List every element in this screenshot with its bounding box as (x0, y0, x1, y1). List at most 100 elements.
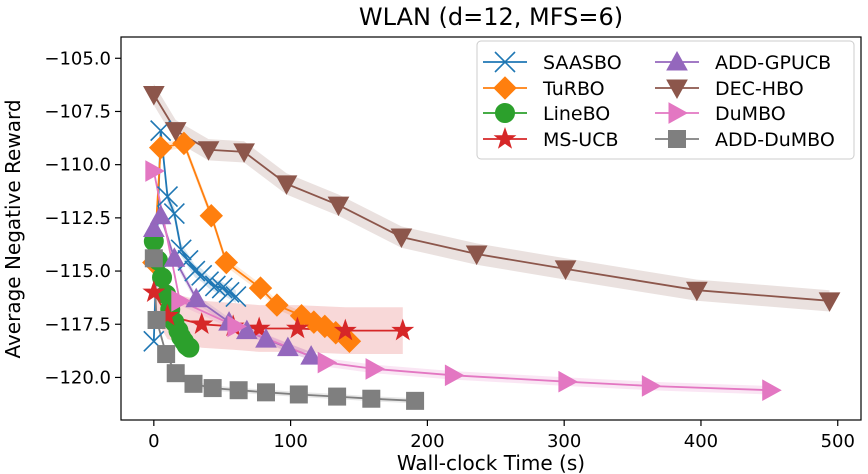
point-saasbo-6 (184, 260, 206, 282)
point-saasbo-9 (204, 275, 226, 297)
point-saasbo-12 (225, 286, 247, 308)
legend-marker-dumbo (668, 102, 689, 124)
series-markers (142, 85, 841, 410)
point-dec-hbo-4 (275, 175, 298, 195)
y-tick-label-1: −107.5 (44, 101, 111, 122)
legend-label-ms-ucb: MS-UCB (543, 129, 619, 151)
y-tick-label-6: −120.0 (44, 367, 111, 388)
legend-label-dumbo: DuMBO (715, 103, 786, 125)
point-add-dumbo-10 (362, 389, 381, 408)
legend-box (476, 40, 855, 160)
y-axis-label: Average Negative Reward (1, 99, 25, 358)
y-tick-label-5: −117.5 (44, 314, 111, 335)
point-add-dumbo-2 (157, 345, 176, 364)
point-saasbo-5 (177, 249, 199, 271)
point-turbo-4 (214, 250, 239, 275)
x-tick-label-3: 300 (547, 431, 581, 452)
point-dumbo-1 (171, 289, 191, 312)
point-add-dumbo-11 (406, 391, 425, 410)
point-ms-ucb-6 (333, 318, 357, 341)
axes: 0 100 200 300 400 500 −105.0 −107.5 −110.0 −112.5… (44, 36, 862, 452)
point-dec-hbo-7 (465, 245, 488, 266)
point-add-gpucb-6 (255, 328, 277, 348)
legend-marker-ms-ucb (493, 126, 517, 149)
point-saasbo-8 (197, 271, 220, 293)
point-dec-hbo-1 (164, 122, 187, 142)
point-dumbo-7 (641, 375, 662, 397)
y-tick-label-4: −115.0 (44, 261, 111, 282)
point-dec-hbo-8 (554, 260, 577, 280)
point-add-gpucb-8 (300, 345, 322, 365)
point-dumbo-0 (145, 160, 165, 182)
x-axis-label: Wall-clock Time (s) (397, 451, 585, 474)
point-add-dumbo-3 (166, 364, 185, 383)
point-add-dumbo-5 (203, 379, 222, 398)
point-add-dumbo-9 (328, 387, 347, 406)
x-tick-label-1: 100 (273, 431, 307, 452)
point-dec-hbo-3 (233, 143, 255, 163)
point-turbo-5 (248, 276, 273, 300)
point-dumbo-6 (558, 370, 578, 393)
point-dec-hbo-9 (686, 281, 708, 302)
y-tick-label-0: −105.0 (44, 48, 111, 69)
x-tick-label-0: 0 (148, 431, 159, 452)
point-add-dumbo-0 (144, 249, 163, 268)
plot-frame (120, 36, 862, 421)
point-ms-ucb-7 (391, 318, 415, 341)
point-saasbo-10 (211, 277, 233, 299)
legend-marker-add-dumbo (668, 130, 686, 148)
point-add-dumbo-4 (184, 374, 203, 393)
point-dec-hbo-0 (142, 85, 165, 106)
x-tick-label-2: 200 (410, 431, 444, 452)
band-saasbo (153, 124, 236, 348)
x-tick-label-4: 400 (684, 431, 718, 452)
point-ms-ucb-2 (190, 312, 214, 334)
point-add-gpucb-3 (185, 287, 208, 308)
legend: SAASBO TuRBO LineBO MS-UCB ADD-GPUCB DEC-HBO D… (476, 40, 855, 160)
chart-title: WLAN (d=12, MFS=6) (359, 3, 623, 31)
y-tick-label-3: −112.5 (44, 208, 111, 229)
band-dec-hbo (153, 83, 830, 312)
point-ms-ucb-4 (247, 316, 271, 339)
legend-label-add-gpucb: ADD-GPUCB (715, 52, 831, 74)
point-add-dumbo-8 (289, 385, 308, 404)
point-turbo-1 (148, 135, 173, 160)
legend-marker-linebo (495, 103, 515, 123)
point-turbo-3 (199, 204, 223, 228)
legend-label-add-dumbo: ADD-DuMBO (715, 129, 835, 151)
point-ms-ucb-0 (142, 280, 166, 303)
point-dumbo-8 (762, 379, 782, 402)
point-saasbo-2 (156, 186, 179, 208)
point-add-dumbo-1 (147, 310, 166, 329)
point-saasbo-11 (218, 281, 240, 303)
point-dumbo-3 (317, 351, 338, 374)
point-dec-hbo-6 (390, 228, 413, 249)
point-linebo-10 (179, 337, 200, 358)
legend-marker-turbo (493, 76, 517, 100)
point-add-gpucb-5 (235, 319, 258, 340)
legend-label-dec-hbo: DEC-HBO (715, 78, 804, 100)
point-ms-ucb-5 (286, 316, 309, 339)
point-add-gpucb-2 (163, 247, 186, 267)
point-dumbo-4 (365, 358, 386, 380)
point-dec-hbo-2 (197, 141, 220, 161)
y-tick-label-2: −110.0 (44, 155, 111, 176)
point-add-dumbo-6 (229, 381, 248, 400)
legend-marker-saasbo (494, 51, 516, 73)
point-dumbo-5 (444, 364, 465, 387)
legend-marker-add-gpucb (666, 50, 688, 71)
legend-label-turbo: TuRBO (542, 78, 605, 100)
point-add-gpucb-7 (277, 336, 299, 357)
legend-label-linebo: LineBO (543, 103, 610, 125)
legend-label-saasbo: SAASBO (543, 52, 622, 74)
legend-marker-dec-hbo (666, 79, 688, 100)
point-dumbo-2 (227, 315, 247, 338)
point-add-dumbo-7 (256, 383, 275, 402)
point-add-gpucb-0 (142, 217, 165, 237)
point-linebo-2 (152, 267, 173, 288)
point-dec-hbo-5 (327, 196, 350, 217)
point-dec-hbo-10 (818, 292, 841, 312)
point-add-gpucb-1 (149, 204, 172, 225)
x-tick-label-5: 500 (821, 431, 855, 452)
